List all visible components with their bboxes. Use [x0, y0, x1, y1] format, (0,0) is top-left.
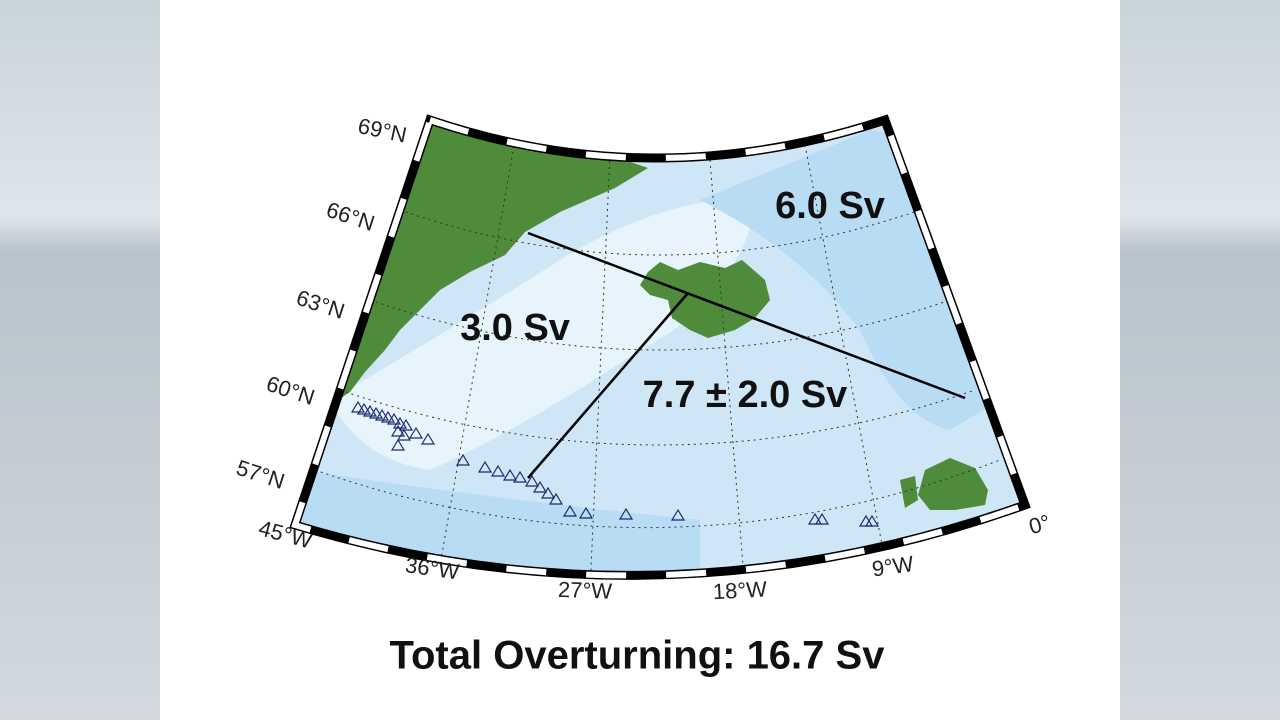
station [814, 512, 830, 525]
transport-label: 7.7 ± 2.0 Sv [643, 374, 848, 416]
longitude-label: 27°W [558, 577, 613, 604]
station [490, 464, 506, 477]
station [548, 492, 564, 505]
frame-ticks [291, 116, 1029, 579]
stations [350, 400, 880, 527]
station [670, 508, 686, 521]
station [390, 438, 406, 451]
station [374, 408, 390, 421]
station [420, 432, 436, 445]
station [386, 412, 402, 425]
station [532, 480, 548, 493]
deep-basin [300, 470, 700, 576]
station [380, 410, 396, 423]
section-line [527, 231, 966, 400]
section-line [527, 292, 689, 479]
station [408, 426, 424, 439]
station [578, 506, 594, 519]
station [356, 402, 372, 415]
station [392, 416, 408, 429]
island [900, 476, 918, 508]
station [350, 400, 366, 413]
station [524, 474, 540, 487]
transport-label: 3.0 Sv [460, 307, 570, 349]
station [864, 514, 880, 527]
scotland [918, 458, 988, 510]
caption: Total Overturning: 16.7 Sv [390, 634, 886, 678]
transport-label: 6.0 Sv [775, 185, 885, 227]
station [618, 507, 634, 520]
shelf [330, 190, 760, 470]
labels: 69°N66°N63°N60°N57°N45°W36°W27°W 18°W9°W0… [233, 113, 1053, 678]
station [540, 486, 556, 499]
station [455, 453, 471, 466]
background-left [0, 0, 160, 720]
station [396, 428, 412, 441]
station [807, 512, 823, 525]
station [390, 424, 406, 437]
longitude-label: 18°W [712, 576, 768, 604]
station [477, 460, 493, 473]
longitude-label: 9°W [870, 551, 915, 582]
station [368, 406, 384, 419]
station [362, 404, 378, 417]
background-right [1120, 0, 1280, 720]
station [398, 418, 414, 431]
station [512, 470, 528, 483]
station [502, 468, 518, 481]
station [562, 504, 578, 517]
